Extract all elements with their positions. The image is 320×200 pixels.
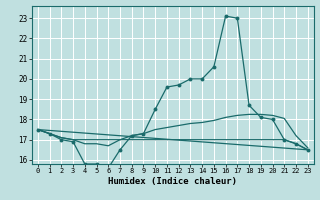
X-axis label: Humidex (Indice chaleur): Humidex (Indice chaleur) [108,177,237,186]
